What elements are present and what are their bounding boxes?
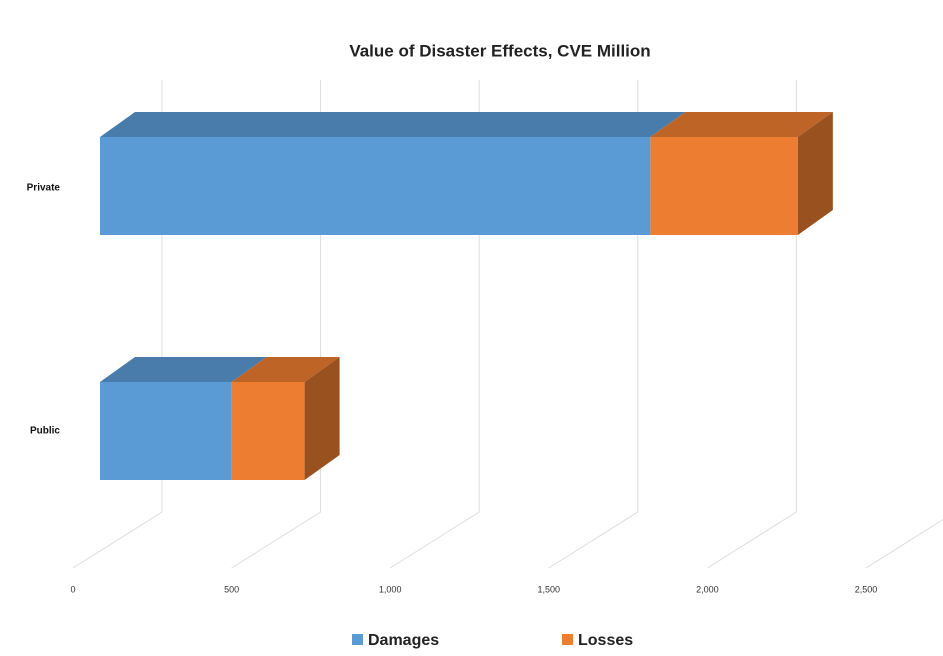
y-tick-label: Private xyxy=(27,183,61,194)
bar-face xyxy=(231,382,305,480)
legend-label: Damages xyxy=(368,632,439,649)
x-tick-label: 1,500 xyxy=(538,584,561,594)
bar-face xyxy=(650,112,833,137)
bar-face xyxy=(797,112,833,235)
bar-face xyxy=(100,357,267,382)
x-tick-label: 2,000 xyxy=(696,584,719,594)
bar-face xyxy=(100,137,651,235)
bar-face xyxy=(100,382,232,480)
x-tick-label: 1,000 xyxy=(379,584,402,594)
legend-swatch xyxy=(352,634,363,645)
bar xyxy=(231,357,340,480)
legend-swatch xyxy=(562,634,573,645)
bar xyxy=(650,112,833,235)
bar-face xyxy=(100,112,686,137)
bar-face xyxy=(650,137,798,235)
bar-face xyxy=(231,357,340,382)
x-tick-label: 2,500 xyxy=(855,584,878,594)
bar xyxy=(100,112,686,235)
x-tick-label: 0 xyxy=(70,584,75,594)
grid-line xyxy=(865,518,943,569)
x-tick-label: 500 xyxy=(224,584,239,594)
bar xyxy=(100,357,267,480)
legend-label: Losses xyxy=(578,632,633,649)
chart-title: Value of Disaster Effects, CVE Million xyxy=(349,41,650,60)
y-tick-label: Public xyxy=(30,426,60,437)
bar-face xyxy=(304,357,340,480)
